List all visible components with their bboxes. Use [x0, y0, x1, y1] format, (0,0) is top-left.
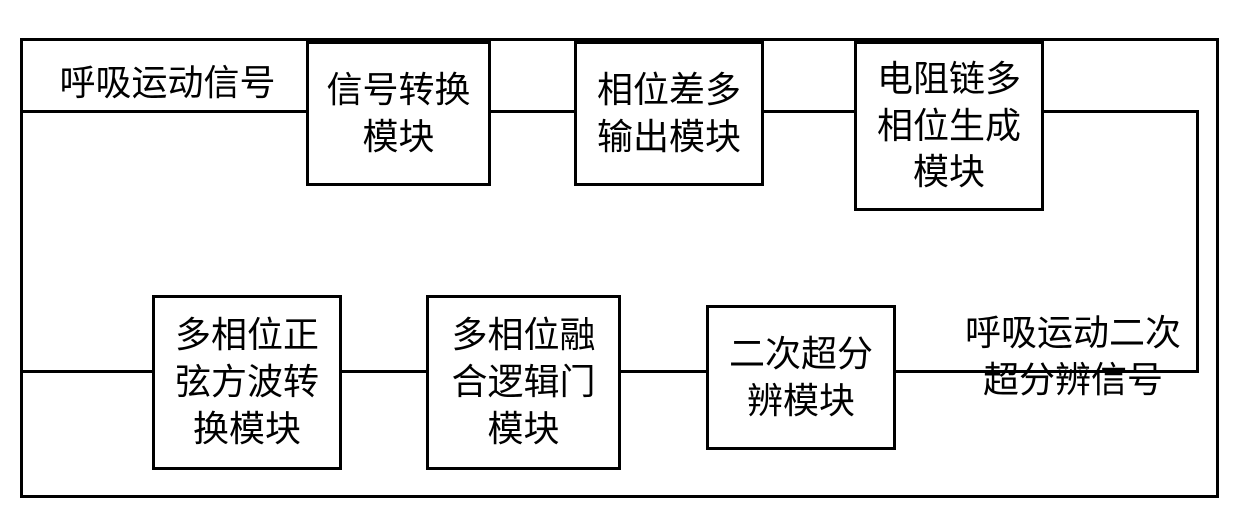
signal-conversion-module: 信号转换 模块 — [306, 41, 491, 186]
connector — [23, 110, 306, 113]
connector — [491, 110, 574, 113]
node-line: 模块 — [913, 152, 985, 192]
node-line: 输出模块 — [597, 117, 741, 157]
output-line2: 超分辨信号 — [983, 360, 1163, 400]
node-line: 多相位融 — [451, 315, 595, 355]
multiphase-fusion-logic-gate-module: 多相位融 合逻辑门 模块 — [426, 295, 621, 470]
node-line: 二次超分 — [729, 334, 873, 374]
node-line: 模块 — [487, 409, 559, 449]
node-line: 信号转换 — [326, 70, 470, 110]
node-line: 相位差多 — [597, 70, 741, 110]
node-line: 合逻辑门 — [451, 362, 595, 402]
node-line: 辨模块 — [747, 381, 855, 421]
resistor-chain-multiphase-gen-module: 电阻链多 相位生成 模块 — [854, 41, 1044, 211]
phase-diff-multi-output-module: 相位差多 输出模块 — [574, 41, 764, 186]
output-line1: 呼吸运动二次 — [965, 313, 1181, 353]
node-line: 换模块 — [193, 409, 301, 449]
node-line: 电阻链多 — [877, 59, 1021, 99]
input-signal-label: 呼吸运动信号 — [40, 60, 295, 107]
node-line: 相位生成 — [877, 106, 1021, 146]
multiphase-sine-square-conv-module: 多相位正 弦方波转 换模块 — [152, 295, 342, 470]
node-line: 模块 — [362, 117, 434, 157]
node-line: 多相位正 — [175, 315, 319, 355]
output-signal-label: 呼吸运动二次 超分辨信号 — [948, 310, 1198, 404]
input-text: 呼吸运动信号 — [59, 63, 275, 103]
connector — [764, 110, 854, 113]
connector — [1044, 110, 1199, 113]
node-line: 弦方波转 — [175, 362, 319, 402]
secondary-super-resolution-module: 二次超分 辨模块 — [706, 305, 896, 450]
